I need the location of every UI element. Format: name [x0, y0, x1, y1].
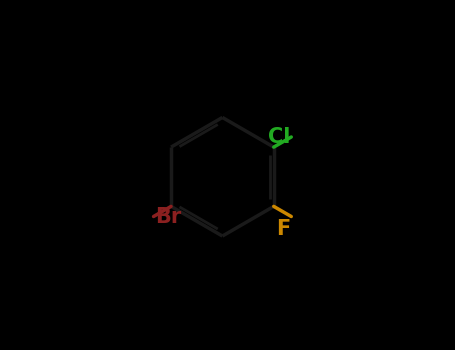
- Text: Cl: Cl: [268, 127, 290, 147]
- Text: Br: Br: [155, 206, 181, 226]
- Text: F: F: [276, 219, 290, 239]
